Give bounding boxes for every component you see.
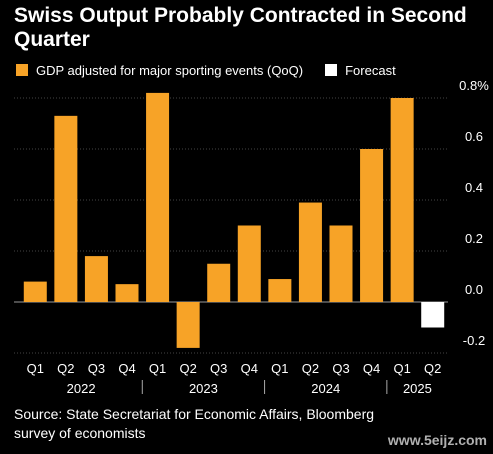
legend-swatch-gdp [16, 64, 28, 76]
bar [176, 302, 200, 348]
x-tick-label: Q3 [88, 361, 105, 376]
y-tick-label: 0.8% [459, 78, 489, 93]
x-tick-label: Q2 [179, 361, 196, 376]
x-tick-label: Q2 [424, 361, 441, 376]
bar-chart: 0.8% 0.6 0.4 0.2 0.0 -0.2 Q1 Q2 Q3 Q4 Q1 Q2 Q3 Q4 Q1 Q2… [14, 78, 489, 396]
x-tick-label: Q1 [149, 361, 166, 376]
x-tick-label: Q4 [118, 361, 135, 376]
x-tick-label: Q3 [332, 361, 349, 376]
x-tick-label: Q1 [271, 361, 288, 376]
y-tick-label: 0.4 [465, 180, 483, 195]
year-label: 2022 [67, 381, 96, 396]
bar [207, 263, 231, 302]
x-tick-label: Q3 [210, 361, 227, 376]
bar [329, 225, 353, 302]
bar [54, 115, 78, 302]
bar [390, 98, 414, 302]
watermark: www.5eijz.com [387, 432, 487, 448]
bar [298, 202, 322, 302]
year-label: 2025 [403, 381, 432, 396]
chart-title: Swiss Output Probably Contracted in Seco… [14, 4, 467, 51]
x-tick-label: Q2 [57, 361, 74, 376]
legend-swatch-forecast [325, 64, 338, 76]
bar [268, 279, 292, 302]
x-tick-label: Q1 [27, 361, 44, 376]
bar [146, 92, 170, 303]
y-tick-label: 0.6 [465, 129, 483, 144]
x-tick-label: Q4 [241, 361, 258, 376]
legend-label-gdp: GDP adjusted for major sporting events (… [36, 62, 304, 78]
bar [115, 284, 139, 302]
forecast-bar [421, 302, 445, 328]
bar [360, 149, 384, 302]
y-tick-label: 0.0 [465, 282, 483, 297]
bar [237, 225, 261, 302]
bar [84, 256, 108, 302]
source-note: Source: State Secretariat for Economic A… [14, 406, 375, 441]
x-tick-label: Q4 [363, 361, 380, 376]
x-tick-label: Q1 [393, 361, 410, 376]
y-tick-label: -0.2 [463, 333, 485, 348]
x-tick-label: Q2 [302, 361, 319, 376]
y-tick-label: 0.2 [465, 231, 483, 246]
year-label: 2023 [189, 381, 218, 396]
legend-label-forecast: Forecast [345, 62, 396, 78]
year-label: 2024 [311, 381, 340, 396]
bar [23, 281, 47, 302]
legend: GDP adjusted for major sporting events (… [16, 61, 418, 79]
